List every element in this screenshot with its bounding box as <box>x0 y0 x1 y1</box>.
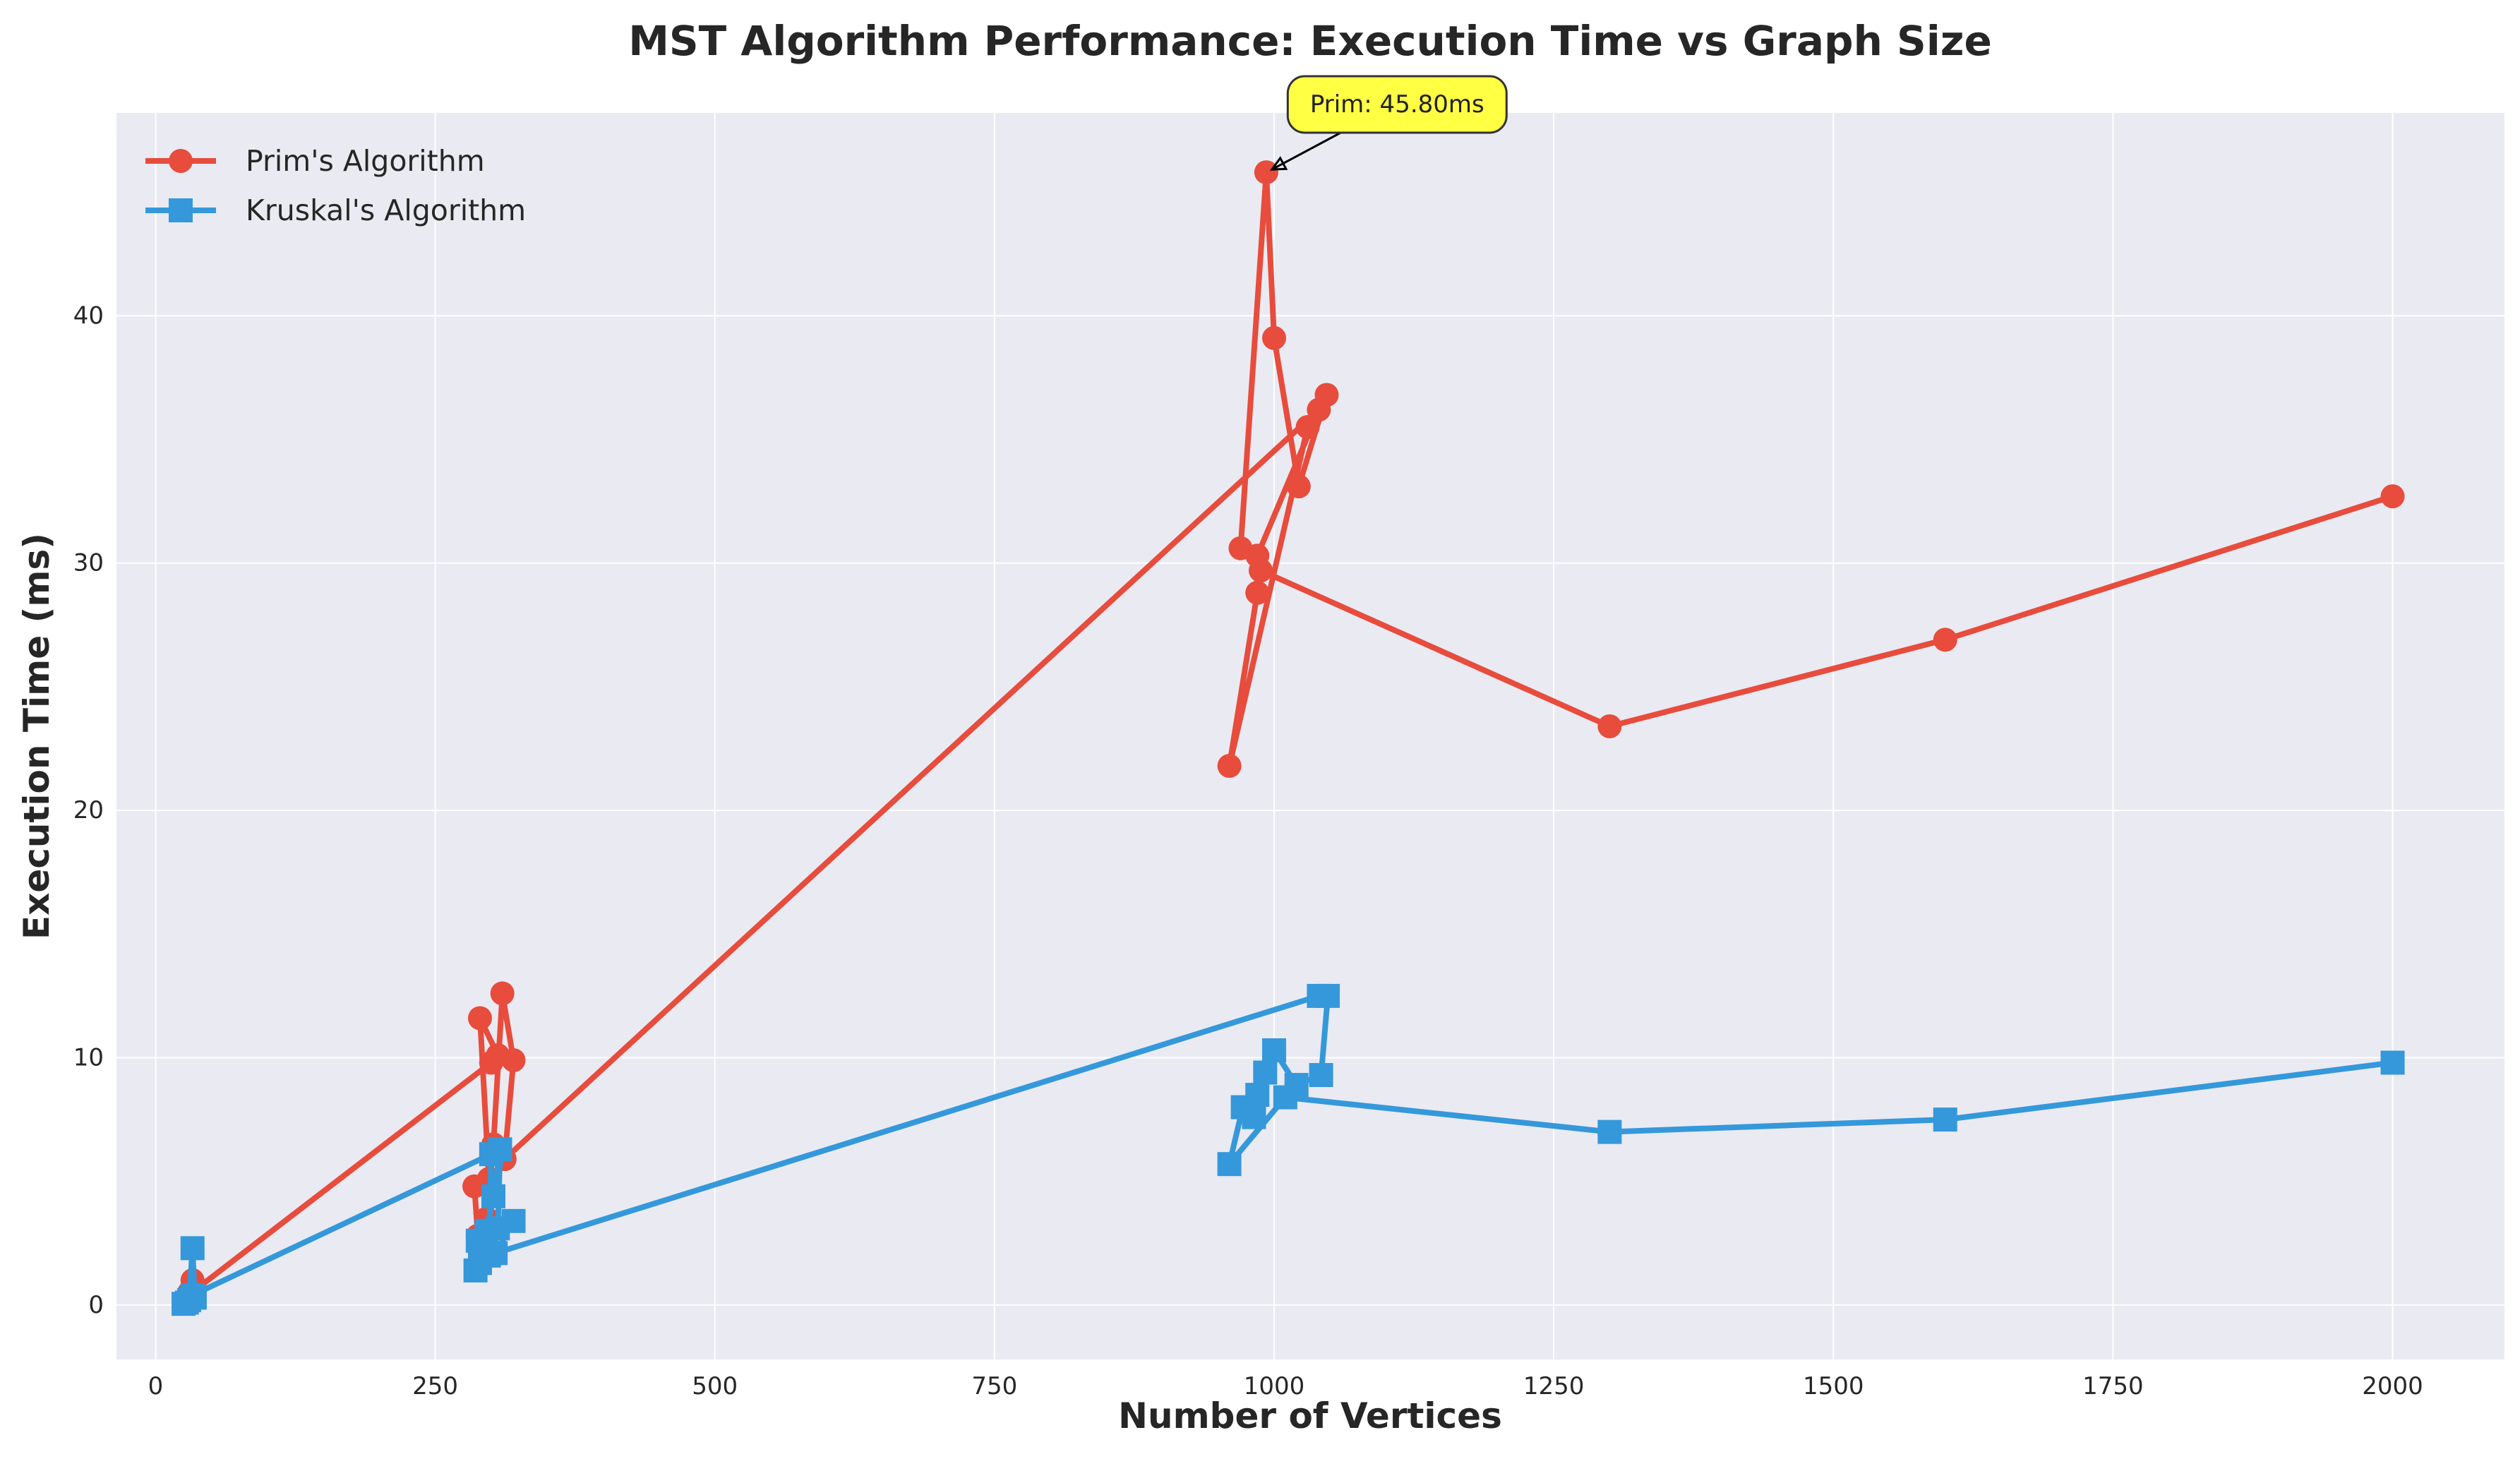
data-point-kruskal <box>1262 1038 1287 1063</box>
x-tick-label: 750 <box>971 1372 1017 1400</box>
annotation-arrowhead <box>1269 156 1288 171</box>
data-point-kruskal <box>1217 1152 1242 1177</box>
legend-prim-marker <box>169 149 193 173</box>
legend-kruskal-label: Kruskal's Algorithm <box>246 193 526 227</box>
data-point-kruskal <box>180 1236 205 1261</box>
y-tick-label: 30 <box>73 549 104 577</box>
y-axis-label: Execution Time (ms) <box>16 533 57 939</box>
annotation-text: Prim: 45.80ms <box>1310 90 1484 119</box>
data-point-kruskal <box>180 1283 205 1307</box>
data-point-prim <box>1286 474 1311 499</box>
data-point-kruskal <box>1316 983 1340 1008</box>
y-tick-label: 20 <box>73 796 104 824</box>
data-point-kruskal <box>2380 1050 2405 1075</box>
x-tick-label: 250 <box>412 1372 458 1400</box>
data-point-prim <box>1245 580 1270 605</box>
x-tick-label: 1500 <box>1803 1372 1864 1400</box>
y-tick-label: 0 <box>88 1291 104 1319</box>
legend-kruskal-marker <box>169 198 193 222</box>
x-tick-label: 500 <box>692 1372 738 1400</box>
data-point-prim <box>501 1048 526 1073</box>
plot-area <box>116 113 2504 1359</box>
data-point-prim <box>490 981 515 1006</box>
y-axis-ticks: 0 10 20 30 40 <box>73 301 104 1319</box>
data-point-kruskal <box>488 1137 512 1162</box>
data-point-prim <box>1295 415 1320 440</box>
data-point-kruskal <box>484 1241 508 1266</box>
data-point-prim <box>1597 714 1622 738</box>
data-point-prim <box>1314 383 1339 407</box>
series-line-prim <box>181 169 2396 1306</box>
data-point-prim <box>467 1006 492 1031</box>
data-point-kruskal <box>501 1208 526 1233</box>
data-point-kruskal <box>481 1184 505 1208</box>
data-point-prim <box>1217 754 1242 779</box>
x-tick-label: 1750 <box>2082 1372 2144 1400</box>
y-tick-label: 10 <box>73 1044 104 1072</box>
series-layer <box>172 160 2405 1316</box>
data-point-kruskal <box>1230 1095 1255 1119</box>
data-point-kruskal <box>1253 1060 1278 1085</box>
data-point-prim <box>462 1174 487 1199</box>
data-point-kruskal <box>463 1258 488 1283</box>
annotation: Prim: 45.80ms <box>1269 75 1508 171</box>
data-point-kruskal <box>1309 1063 1333 1088</box>
data-point-prim <box>2380 484 2405 509</box>
annotation-box <box>1286 75 1508 134</box>
x-axis-ticks: 0 250 500 750 1000 1250 1500 1750 2000 <box>148 1372 2423 1400</box>
data-point-prim <box>1254 160 1278 185</box>
x-tick-label: 1250 <box>1523 1372 1585 1400</box>
x-tick-label: 2000 <box>2362 1372 2423 1400</box>
data-point-kruskal <box>1933 1107 1957 1132</box>
y-tick-label: 40 <box>73 301 104 330</box>
x-axis-label: Number of Vertices <box>1118 1395 1502 1436</box>
chart-title: MST Algorithm Performance: Execution Tim… <box>628 17 1992 65</box>
legend: Prim's Algorithm Kruskal's Algorithm <box>145 144 526 227</box>
data-point-kruskal <box>1597 1119 1622 1144</box>
legend-prim-label: Prim's Algorithm <box>246 144 485 178</box>
x-tick-label: 0 <box>148 1372 164 1400</box>
series-kruskal <box>172 983 2405 1316</box>
data-point-prim <box>1228 536 1253 560</box>
grid <box>116 113 2504 1359</box>
data-point-prim <box>1248 558 1273 583</box>
data-point-prim <box>1262 325 1287 350</box>
data-point-kruskal <box>1273 1085 1297 1110</box>
data-point-prim <box>1933 628 1957 652</box>
x-tick-label: 1000 <box>1244 1372 1305 1400</box>
